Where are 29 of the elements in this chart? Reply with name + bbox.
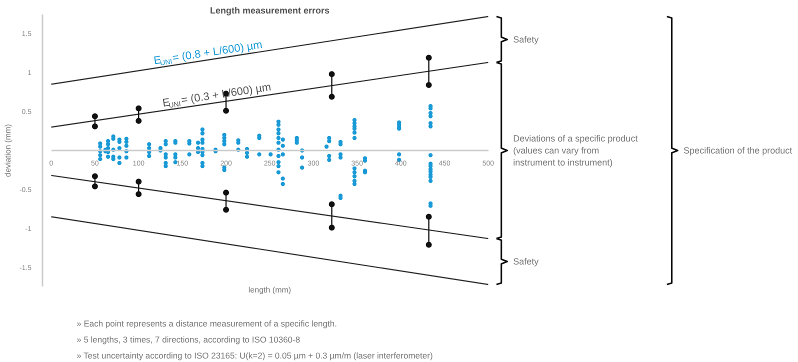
point [92, 123, 98, 130]
point [136, 191, 142, 198]
point [328, 71, 335, 78]
point [92, 183, 98, 190]
point [136, 105, 142, 112]
point [223, 190, 230, 196]
text: » Test uncertainty according to ISO 23165: U(k=2) = 0.05 µm + 0.3 µm/m (laser interferometer) [76, 350, 433, 360]
point [328, 201, 335, 208]
x-axis-title: length (mm) [248, 286, 292, 294]
y-axis-title: deviation (mm) [3, 124, 12, 177]
text: Safety [513, 34, 540, 44]
chart-title: Length measurement errors [210, 6, 330, 16]
point [92, 113, 98, 120]
point [426, 54, 432, 61]
point [328, 94, 335, 100]
point [426, 214, 432, 220]
point [223, 206, 230, 213]
point [328, 224, 335, 231]
point [223, 108, 230, 114]
text: » 5 lengths, 3 times, 7 directions, according to ISO 10360-8 [76, 334, 300, 344]
point [92, 173, 98, 180]
text: » Each point represents a distance measurement of a specific length. [76, 318, 337, 328]
point [426, 82, 432, 88]
text: Deviations of a specific product (values can vary from instrument to instrument) [513, 134, 638, 168]
text: Specification of the product [684, 146, 793, 156]
point [136, 178, 142, 185]
point [136, 118, 142, 124]
point [426, 242, 432, 248]
text: Safety [513, 256, 540, 267]
